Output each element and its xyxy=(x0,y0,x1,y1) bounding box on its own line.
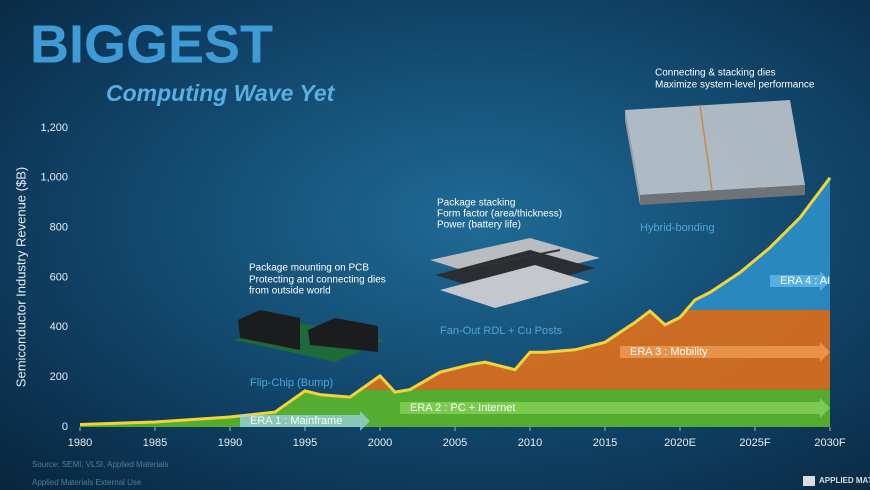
x-tick-label: 2000 xyxy=(368,437,392,449)
annotation: from outside world xyxy=(249,286,331,297)
annotation: Maximize system-level performance xyxy=(655,80,815,91)
annotation: Hybrid-bonding xyxy=(640,222,715,234)
x-tick-label: 2020E xyxy=(664,437,696,449)
y-axis-label: Semiconductor Industry Revenue ($B) xyxy=(13,167,28,387)
era-label: ERA 1 : Mainframe xyxy=(250,415,342,427)
title: BIGGEST xyxy=(30,14,273,74)
annotation: Package mounting on PCB xyxy=(249,263,369,274)
annotation: Power (battery life) xyxy=(437,220,521,231)
annotation: Protecting and connecting dies xyxy=(249,275,386,286)
era-label: ERA 3 : Mobility xyxy=(630,346,708,358)
x-tick-label: 1980 xyxy=(68,437,92,449)
era-label: ERA 2 : PC + Internet xyxy=(410,402,515,414)
x-tick-label: 1985 xyxy=(143,437,167,449)
x-tick-label: 2030F xyxy=(814,437,845,449)
era-arrow xyxy=(240,411,370,431)
x-tick-label: 2005 xyxy=(443,437,467,449)
pcb-illustration xyxy=(235,310,385,362)
annotation: Form factor (area/thickness) xyxy=(437,209,562,220)
annotation: Package stacking xyxy=(437,198,515,209)
x-tick-label: 1990 xyxy=(218,437,242,449)
x-tick-label: 2025F xyxy=(739,437,770,449)
hybrid-illustration xyxy=(625,100,805,205)
x-tick-label: 2010 xyxy=(518,437,542,449)
era-label: ERA 4 : AI xyxy=(780,275,830,287)
y-tick-label: 0 xyxy=(62,421,68,433)
footer: Applied Materials External Use xyxy=(32,478,142,487)
y-tick-label: 200 xyxy=(50,371,68,383)
era-arrow xyxy=(620,342,830,362)
annotation: Flip-Chip (Bump) xyxy=(250,377,333,389)
subtitle: Computing Wave Yet xyxy=(106,80,336,106)
logo: APPLIED MATERIALS. xyxy=(819,476,870,485)
x-tick-label: 1995 xyxy=(293,437,317,449)
era-arrow xyxy=(770,271,830,291)
y-tick-label: 1,200 xyxy=(40,122,68,134)
y-tick-label: 1,000 xyxy=(40,172,68,184)
revenue-line xyxy=(79,176,832,426)
era-arrow xyxy=(400,398,830,418)
y-tick-label: 400 xyxy=(50,321,68,333)
x-tick-label: 2015 xyxy=(593,437,617,449)
y-tick-label: 600 xyxy=(50,271,68,283)
stack-illustration xyxy=(430,238,600,308)
source: Source: SEMI, VLSI, Applied Materials xyxy=(32,460,169,469)
annotation: Fan-Out RDL + Cu Posts xyxy=(440,325,563,337)
annotation: Connecting & stacking dies xyxy=(655,68,776,79)
logo-icon xyxy=(803,476,815,486)
y-tick-label: 800 xyxy=(50,222,68,234)
